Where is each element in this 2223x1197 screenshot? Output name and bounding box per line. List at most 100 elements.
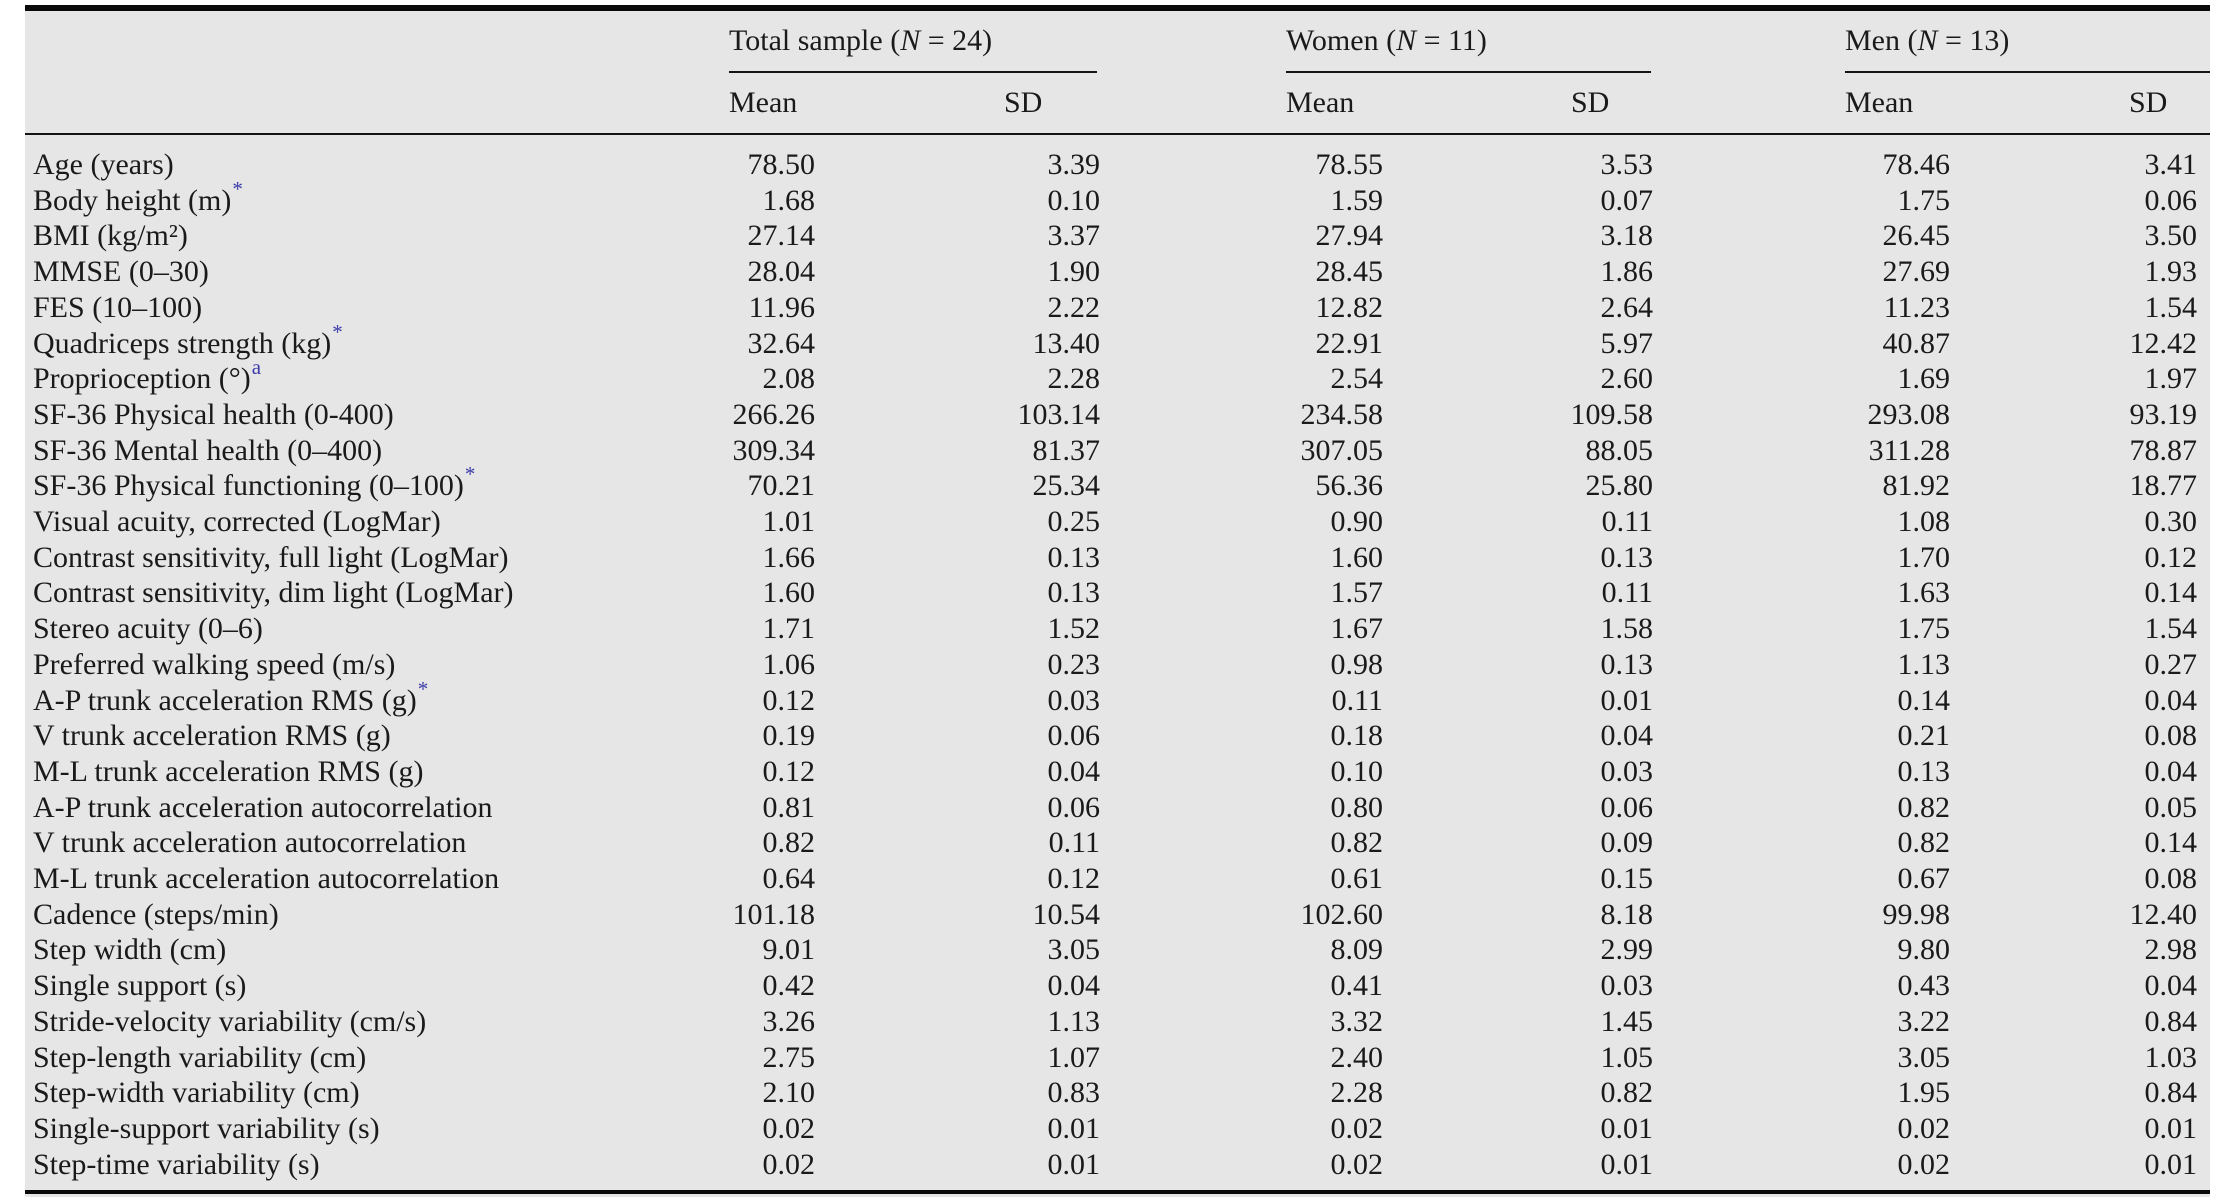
row-label: A-P trunk acceleration RMS (g) bbox=[33, 683, 417, 717]
value-cell-women-sd: 0.07 bbox=[1600, 183, 1654, 217]
value-cell-women-mean: 0.18 bbox=[1330, 719, 1384, 753]
value-cell-men-mean: 0.02 bbox=[1897, 1147, 1951, 1181]
row-superscript-marker: a bbox=[251, 355, 262, 380]
value-cell-men-mean: 78.46 bbox=[1882, 148, 1951, 181]
row-label-cell: Proprioception (°)a bbox=[25, 357, 729, 397]
value-cell-total-sd: 1.90 bbox=[1047, 255, 1101, 289]
value-cell-total-mean: 3.26 bbox=[762, 1004, 816, 1038]
value-cell-total-mean: 1.60 bbox=[762, 576, 816, 610]
value-cell-total-mean: 78.50 bbox=[747, 148, 816, 181]
value-cell-men-sd: 0.01 bbox=[2144, 1111, 2198, 1145]
value-cell-women-sd: 1.05 bbox=[1600, 1040, 1654, 1074]
value-cell-total-mean: 2.08 bbox=[762, 362, 816, 396]
row-label-cell: Step width (cm) bbox=[25, 932, 729, 968]
label-column-header-empty bbox=[25, 11, 729, 73]
value-cell-total-mean: 28.04 bbox=[747, 255, 816, 289]
row-label-cell: Single-support variability (s) bbox=[25, 1111, 729, 1147]
row-label-cell: BMI (kg/m²) bbox=[25, 218, 729, 254]
row-label-cell: Body height (m)* bbox=[25, 178, 729, 219]
row-label-cell: Preferred walking speed (m/s) bbox=[25, 647, 729, 683]
value-cell-men-mean: 293.08 bbox=[1867, 397, 1951, 431]
value-cell-women-mean: 2.54 bbox=[1330, 362, 1384, 396]
row-label: Proprioception (°) bbox=[33, 362, 251, 396]
value-cell-total-mean: 2.10 bbox=[762, 1076, 816, 1110]
row-label: Single support (s) bbox=[33, 969, 247, 1003]
value-cell-women-mean: 78.55 bbox=[1315, 148, 1384, 181]
row-label-cell: MMSE (0–30) bbox=[25, 254, 729, 290]
value-cell-men-mean: 1.75 bbox=[1897, 183, 1951, 217]
value-cell-men-mean: 40.87 bbox=[1882, 326, 1951, 360]
value-cell-men-mean: 1.63 bbox=[1897, 576, 1951, 610]
value-cell-women-mean: 0.02 bbox=[1330, 1147, 1384, 1181]
row-superscript-marker: * bbox=[232, 176, 243, 201]
table-row: MMSE (0–30) 28.04 1.90 28.45 1.86 27.69 … bbox=[25, 254, 2210, 290]
row-label-cell: SF-36 Physical functioning (0–100)* bbox=[25, 464, 729, 504]
row-label-cell: A-P trunk acceleration autocorrelation bbox=[25, 790, 729, 826]
value-cell-total-mean: 266.26 bbox=[732, 397, 816, 431]
row-label-cell: Stride-velocity variability (cm/s) bbox=[25, 1004, 729, 1040]
value-cell-men-mean: 311.28 bbox=[1868, 433, 1950, 467]
value-cell-men-sd: 0.06 bbox=[2144, 183, 2198, 217]
value-cell-total-mean: 70.21 bbox=[747, 469, 816, 503]
value-cell-women-mean: 1.67 bbox=[1330, 612, 1384, 646]
group-header-row: Total sample (N = 24) Women (N = 11) Men… bbox=[25, 11, 2211, 73]
value-cell-total-mean: 309.34 bbox=[732, 433, 816, 467]
row-label: V trunk acceleration RMS (g) bbox=[33, 719, 391, 753]
value-cell-men-sd: 0.04 bbox=[2144, 969, 2198, 1003]
value-cell-men-sd: 3.50 bbox=[2144, 219, 2198, 253]
table-row: FES (10–100) 11.96 2.22 12.82 2.64 11.23… bbox=[25, 290, 2210, 326]
value-cell-total-sd: 1.13 bbox=[1047, 1004, 1101, 1038]
value-cell-women-mean: 3.32 bbox=[1330, 1004, 1384, 1038]
value-cell-women-mean: 102.60 bbox=[1300, 897, 1384, 931]
value-cell-women-mean: 1.59 bbox=[1330, 183, 1384, 217]
group-men-pre: Men ( bbox=[1845, 24, 1918, 57]
value-cell-total-sd: 1.07 bbox=[1047, 1040, 1101, 1074]
value-cell-total-mean: 0.12 bbox=[762, 754, 816, 788]
value-cell-men-sd: 1.93 bbox=[2144, 255, 2198, 289]
row-label: V trunk acceleration autocorrelation bbox=[33, 826, 467, 860]
row-label: Contrast sensitivity, full light (LogMar… bbox=[33, 540, 509, 574]
table-row: M-L trunk acceleration RMS (g) 0.12 0.04… bbox=[25, 754, 2210, 790]
row-label: Stride-velocity variability (cm/s) bbox=[33, 1004, 427, 1038]
value-cell-total-mean: 0.02 bbox=[762, 1147, 816, 1181]
value-cell-men-mean: 0.13 bbox=[1897, 754, 1951, 788]
value-cell-men-sd: 0.14 bbox=[2144, 576, 2198, 610]
value-cell-women-sd: 1.45 bbox=[1600, 1004, 1654, 1038]
bottom-rule bbox=[25, 1190, 2210, 1194]
value-cell-men-mean: 0.14 bbox=[1897, 683, 1951, 717]
subheader-row: Mean SD Mean SD Mean SD bbox=[25, 73, 2211, 135]
value-cell-women-mean: 12.82 bbox=[1315, 290, 1384, 324]
row-label: A-P trunk acceleration autocorrelation bbox=[33, 790, 493, 824]
value-cell-men-sd: 0.04 bbox=[2144, 754, 2198, 788]
value-cell-women-sd: 25.80 bbox=[1585, 469, 1654, 503]
value-cell-total-sd: 0.10 bbox=[1047, 183, 1101, 217]
value-cell-total-mean: 0.02 bbox=[762, 1111, 816, 1145]
row-label-cell: Step-width variability (cm) bbox=[25, 1075, 729, 1111]
value-cell-men-sd: 18.77 bbox=[2129, 469, 2198, 503]
value-cell-men-mean: 1.69 bbox=[1897, 362, 1951, 396]
value-cell-total-sd: 2.28 bbox=[1047, 362, 1101, 396]
value-cell-men-mean: 1.75 bbox=[1897, 612, 1951, 646]
value-cell-women-sd: 0.01 bbox=[1600, 1111, 1654, 1145]
subheader-total-mean: Mean bbox=[729, 73, 880, 135]
value-cell-total-sd: 0.01 bbox=[1047, 1111, 1101, 1145]
value-cell-men-sd: 12.40 bbox=[2129, 897, 2198, 931]
value-cell-men-sd: 12.42 bbox=[2129, 326, 2198, 360]
table-row: Proprioception (°)a 2.08 2.28 2.54 2.60 … bbox=[25, 357, 2210, 397]
row-label: BMI (kg/m²) bbox=[33, 219, 188, 253]
group-men-n: N bbox=[1917, 24, 1938, 57]
value-cell-men-sd: 0.08 bbox=[2144, 719, 2198, 753]
value-cell-men-mean: 1.08 bbox=[1897, 505, 1951, 539]
row-label-cell: Stereo acuity (0–6) bbox=[25, 611, 729, 647]
group-total-n: N bbox=[900, 24, 921, 57]
row-label: Stereo acuity (0–6) bbox=[33, 612, 263, 646]
subheader-label-empty bbox=[25, 73, 729, 135]
value-cell-men-mean: 26.45 bbox=[1882, 219, 1951, 253]
value-cell-men-sd: 78.87 bbox=[2129, 433, 2198, 467]
value-cell-women-mean: 0.41 bbox=[1330, 969, 1384, 1003]
value-cell-women-sd: 2.99 bbox=[1600, 933, 1654, 967]
table-header: Total sample (N = 24) Women (N = 11) Men… bbox=[25, 11, 2211, 135]
value-cell-total-sd: 3.37 bbox=[1047, 219, 1101, 253]
group-header-men: Men (N = 13) bbox=[1845, 11, 2211, 73]
